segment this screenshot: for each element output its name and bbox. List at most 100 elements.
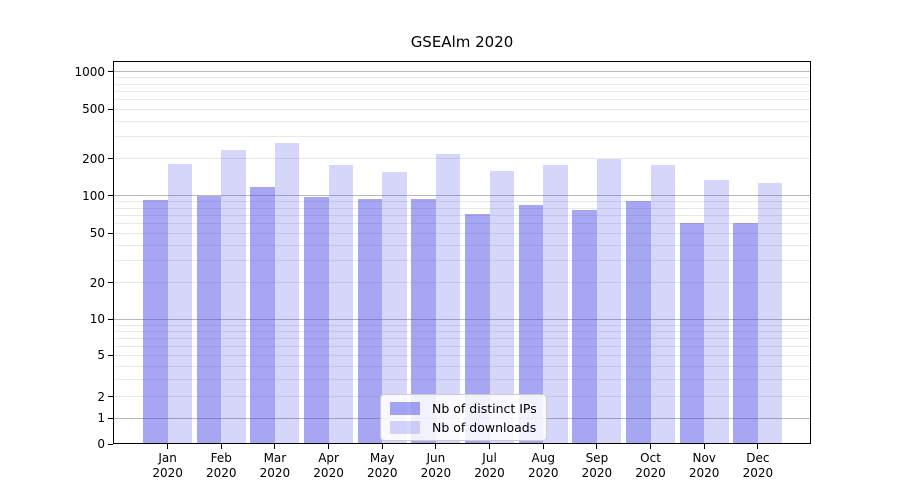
- x-label-month: Aug: [531, 451, 555, 465]
- bar-downloads-dec-2020: [757, 182, 783, 444]
- legend-swatch-downloads-icon: [390, 420, 420, 434]
- bar-downloads-nov-2020: [704, 180, 729, 444]
- x-tick-label-may-2020: May 2020: [350, 451, 414, 481]
- x-tick-jun-2020: [435, 444, 437, 449]
- x-tick-label-apr-2020: Apr 2020: [297, 451, 361, 481]
- x-label-year: 2020: [527, 466, 559, 480]
- y-tick-label-10: 10: [89, 312, 105, 327]
- y-tick-label-2: 2: [97, 389, 105, 404]
- legend-item-downloads: Nb of downloads: [390, 419, 537, 435]
- y-tick-label-0: 0: [97, 437, 105, 451]
- bar-downloads-sep-2020: [596, 158, 622, 444]
- y-tick-label-20: 20: [89, 275, 105, 290]
- x-tick-sep-2020: [596, 444, 598, 449]
- x-tick-feb-2020: [220, 444, 222, 449]
- gridline-y-500: [113, 108, 811, 110]
- legend-label-downloads: Nb of downloads: [432, 419, 537, 435]
- gridline-y-900: [113, 77, 811, 79]
- x-label-year: 2020: [581, 466, 613, 480]
- bar-distinct-ips-sep-2020: [572, 210, 597, 444]
- x-label-month: Dec: [746, 451, 770, 465]
- x-label-year: 2020: [420, 466, 452, 480]
- bar-distinct-ips-mar-2020: [250, 187, 275, 444]
- y-tick-2: [108, 396, 113, 398]
- x-tick-label-jun-2020: Jun 2020: [404, 451, 468, 481]
- x-tick-jan-2020: [167, 444, 169, 449]
- bar-distinct-ips-dec-2020: [733, 222, 758, 444]
- y-tick-label-1: 1: [97, 411, 105, 426]
- x-tick-label-feb-2020: Feb 2020: [189, 451, 253, 481]
- bar-distinct-ips-oct-2020: [626, 201, 651, 444]
- bar-distinct-ips-feb-2020: [196, 195, 222, 444]
- x-tick-label-jul-2020: Jul 2020: [458, 451, 522, 481]
- x-tick-label-jan-2020: Jan 2020: [136, 451, 200, 481]
- x-label-month: May: [369, 451, 395, 465]
- bar-distinct-ips-apr-2020: [304, 196, 329, 444]
- gridline-y-300: [113, 136, 811, 138]
- legend-swatch-distinct-ips-icon: [390, 401, 420, 415]
- chart-title: GSEAlm 2020: [410, 33, 514, 51]
- y-tick-200: [108, 158, 113, 160]
- x-tick-dec-2020: [757, 444, 759, 449]
- x-label-month: Jan: [158, 451, 177, 465]
- x-tick-mar-2020: [274, 444, 276, 449]
- x-label-year: 2020: [474, 466, 505, 480]
- bar-distinct-ips-may-2020: [357, 199, 383, 444]
- x-label-month: Oct: [640, 451, 661, 465]
- y-tick-label-50: 50: [89, 226, 105, 241]
- y-tick-500: [108, 108, 113, 110]
- x-label-year: 2020: [313, 466, 344, 480]
- y-tick-100: [108, 195, 113, 197]
- bar-downloads-oct-2020: [650, 165, 676, 444]
- y-tick-label-200: 200: [82, 151, 105, 166]
- y-tick-50: [108, 232, 113, 234]
- y-tick-label-100: 100: [82, 188, 105, 203]
- x-label-month: Jul: [482, 451, 497, 465]
- x-tick-may-2020: [381, 444, 383, 449]
- x-label-month: Jun: [426, 451, 446, 465]
- bar-downloads-mar-2020: [274, 142, 300, 444]
- x-tick-label-mar-2020: Mar 2020: [243, 451, 307, 481]
- bar-downloads-aug-2020: [543, 164, 568, 444]
- x-label-year: 2020: [366, 466, 398, 480]
- x-label-year: 2020: [205, 466, 237, 480]
- y-tick-1: [108, 417, 113, 419]
- bar-downloads-feb-2020: [221, 149, 246, 444]
- x-label-year: 2020: [259, 466, 291, 480]
- x-tick-label-aug-2020: Aug 2020: [511, 451, 575, 481]
- bar-distinct-ips-jan-2020: [143, 199, 168, 444]
- y-tick-20: [108, 282, 113, 284]
- legend-item-distinct-ips: Nb of distinct IPs: [390, 400, 537, 416]
- legend-label-distinct-ips: Nb of distinct IPs: [432, 400, 537, 416]
- y-tick-label-1000: 1000: [74, 64, 105, 79]
- x-tick-label-nov-2020: Nov 2020: [672, 451, 736, 481]
- x-tick-label-oct-2020: Oct 2020: [619, 451, 683, 481]
- x-tick-apr-2020: [328, 444, 330, 449]
- bar-downloads-jan-2020: [167, 164, 193, 444]
- x-label-year: 2020: [742, 466, 774, 480]
- bar-downloads-apr-2020: [328, 165, 354, 444]
- x-tick-nov-2020: [703, 444, 705, 449]
- x-label-year: 2020: [635, 466, 666, 480]
- y-tick-10: [108, 318, 113, 320]
- x-tick-jul-2020: [489, 444, 491, 449]
- x-label-month: Nov: [692, 451, 716, 465]
- x-label-year: 2020: [688, 466, 720, 480]
- gridline-y-700: [113, 90, 811, 92]
- x-label-month: Mar: [263, 451, 287, 465]
- x-tick-aug-2020: [542, 444, 544, 449]
- x-tick-label-dec-2020: Dec 2020: [726, 451, 790, 481]
- x-label-month: Apr: [318, 451, 339, 465]
- x-tick-label-sep-2020: Sep 2020: [565, 451, 629, 481]
- x-tick-oct-2020: [650, 444, 652, 449]
- y-tick-0: [108, 443, 113, 445]
- gridline-y-major-1000: [113, 71, 811, 73]
- y-tick-label-500: 500: [82, 102, 105, 117]
- y-tick-5: [108, 354, 113, 356]
- x-label-month: Sep: [585, 451, 609, 465]
- bar-distinct-ips-nov-2020: [679, 222, 705, 444]
- y-tick-1000: [108, 71, 113, 73]
- y-tick-label-5: 5: [97, 348, 105, 363]
- gridline-y-600: [113, 99, 811, 100]
